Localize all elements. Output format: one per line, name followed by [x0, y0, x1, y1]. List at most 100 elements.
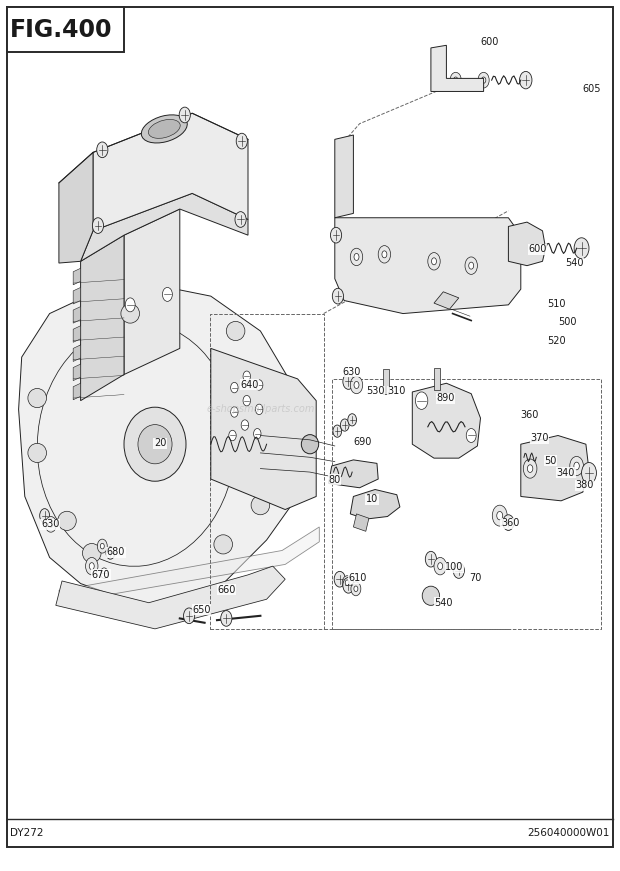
- Polygon shape: [124, 209, 180, 375]
- Ellipse shape: [264, 391, 282, 410]
- Circle shape: [332, 288, 343, 304]
- Circle shape: [453, 77, 458, 84]
- Text: 50: 50: [544, 456, 557, 466]
- Text: 380: 380: [575, 480, 594, 490]
- Circle shape: [465, 257, 477, 274]
- Circle shape: [125, 298, 135, 312]
- Bar: [383, 369, 389, 394]
- Circle shape: [255, 404, 263, 415]
- Polygon shape: [73, 326, 81, 342]
- Circle shape: [570, 456, 583, 476]
- Polygon shape: [353, 514, 369, 531]
- Text: 660: 660: [217, 584, 236, 595]
- Text: 690: 690: [353, 437, 372, 448]
- Polygon shape: [56, 566, 285, 629]
- Circle shape: [340, 419, 349, 431]
- Polygon shape: [73, 345, 81, 361]
- Ellipse shape: [138, 425, 172, 464]
- Circle shape: [162, 287, 172, 301]
- Circle shape: [231, 382, 238, 393]
- Circle shape: [92, 218, 104, 233]
- Circle shape: [45, 517, 56, 532]
- Polygon shape: [93, 113, 248, 231]
- Text: 10: 10: [366, 494, 378, 504]
- Circle shape: [523, 459, 537, 478]
- Text: 360: 360: [501, 518, 520, 529]
- Text: 520: 520: [547, 336, 565, 347]
- Polygon shape: [329, 460, 378, 488]
- Circle shape: [425, 551, 436, 567]
- Polygon shape: [335, 218, 521, 314]
- Circle shape: [97, 142, 108, 158]
- Text: 100: 100: [445, 562, 464, 572]
- Circle shape: [415, 392, 428, 409]
- Circle shape: [436, 64, 441, 71]
- Circle shape: [241, 420, 249, 430]
- Circle shape: [243, 371, 250, 381]
- Circle shape: [450, 72, 461, 88]
- Circle shape: [582, 463, 596, 483]
- Bar: [7, 7, 124, 52]
- Polygon shape: [73, 268, 81, 285]
- Circle shape: [466, 429, 476, 442]
- Text: 80: 80: [329, 475, 341, 485]
- Circle shape: [89, 563, 94, 570]
- Text: 640: 640: [241, 380, 259, 390]
- Circle shape: [469, 262, 474, 269]
- Ellipse shape: [251, 496, 270, 515]
- Ellipse shape: [148, 119, 180, 138]
- Text: 605: 605: [583, 84, 601, 94]
- Text: 20: 20: [154, 438, 166, 449]
- Ellipse shape: [226, 321, 245, 341]
- Circle shape: [348, 414, 356, 426]
- Ellipse shape: [28, 443, 46, 463]
- Circle shape: [574, 238, 589, 259]
- Circle shape: [333, 425, 342, 437]
- Circle shape: [100, 544, 104, 549]
- Circle shape: [48, 521, 53, 528]
- Text: 630: 630: [41, 519, 60, 530]
- Ellipse shape: [82, 544, 101, 563]
- Polygon shape: [335, 135, 353, 218]
- Circle shape: [106, 547, 115, 559]
- Circle shape: [179, 107, 190, 123]
- Circle shape: [382, 251, 387, 258]
- Text: 600: 600: [480, 37, 499, 47]
- Circle shape: [438, 563, 443, 570]
- Circle shape: [354, 253, 359, 260]
- Text: 360: 360: [521, 410, 539, 421]
- Circle shape: [235, 212, 246, 227]
- Ellipse shape: [28, 388, 46, 408]
- Polygon shape: [73, 287, 81, 304]
- Polygon shape: [412, 383, 480, 458]
- Text: 600: 600: [528, 244, 547, 254]
- Ellipse shape: [121, 304, 140, 323]
- Circle shape: [520, 71, 532, 89]
- Circle shape: [221, 611, 232, 626]
- Polygon shape: [521, 436, 589, 501]
- Circle shape: [229, 430, 236, 441]
- Polygon shape: [73, 364, 81, 381]
- Polygon shape: [211, 348, 316, 510]
- Circle shape: [97, 539, 107, 553]
- Circle shape: [350, 248, 363, 266]
- Circle shape: [330, 227, 342, 243]
- Polygon shape: [59, 152, 93, 263]
- Circle shape: [574, 463, 579, 469]
- Circle shape: [492, 505, 507, 526]
- Text: FIG.400: FIG.400: [10, 17, 112, 42]
- Text: 540: 540: [434, 598, 453, 608]
- Text: 370: 370: [530, 433, 549, 443]
- Polygon shape: [81, 235, 124, 401]
- Text: 650: 650: [192, 604, 211, 615]
- Text: 340: 340: [557, 468, 575, 478]
- Circle shape: [243, 395, 250, 406]
- Circle shape: [528, 465, 533, 472]
- Ellipse shape: [124, 408, 186, 481]
- Circle shape: [334, 571, 345, 587]
- Circle shape: [231, 407, 238, 417]
- Polygon shape: [59, 527, 319, 603]
- Circle shape: [343, 374, 354, 389]
- Polygon shape: [73, 383, 81, 400]
- Circle shape: [503, 515, 514, 530]
